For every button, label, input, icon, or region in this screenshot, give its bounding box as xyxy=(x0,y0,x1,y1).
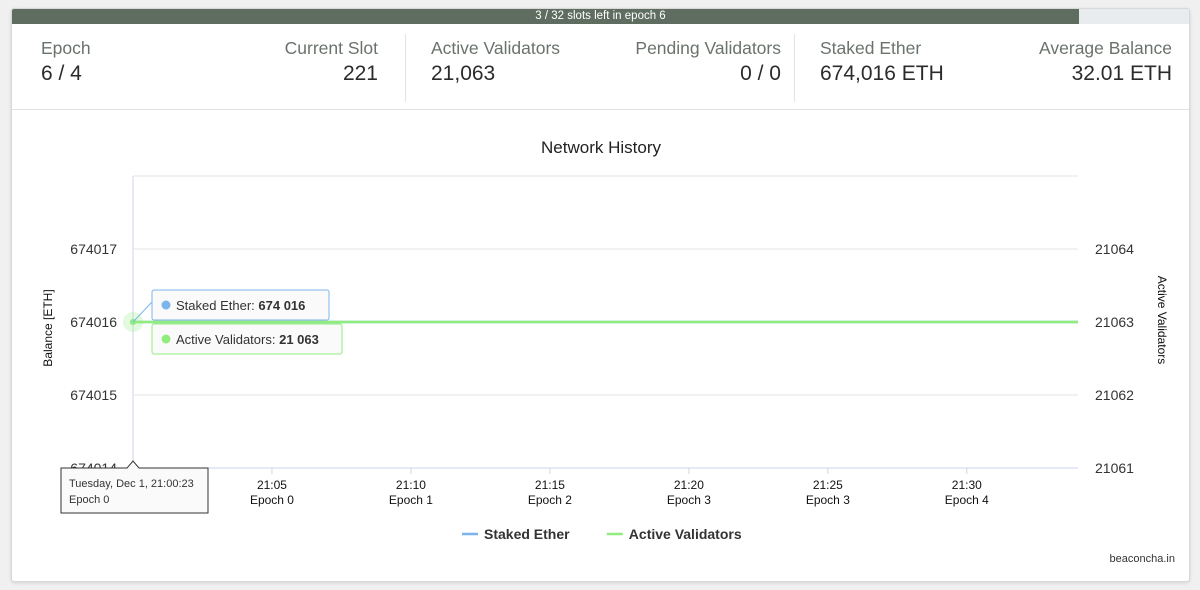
stat-active-validators: Active Validators 21,063 xyxy=(431,38,560,86)
chart-legend: Staked Ether Active Validators xyxy=(462,526,742,542)
stat-epoch-value: 6 / 4 xyxy=(41,62,82,85)
x-tick-epoch: Epoch 3 xyxy=(667,493,711,507)
stat-current-slot-value: 221 xyxy=(342,62,378,85)
y-tick-label-right: 21061 xyxy=(1095,460,1134,476)
tooltip-validators-box: Active Validators: 21 063 xyxy=(151,323,343,355)
y-tick-label-left: 674017 xyxy=(70,241,117,257)
stat-epoch: Epoch 6 / 4 xyxy=(41,38,91,86)
tooltip-staked-marker xyxy=(161,300,171,310)
stat-pending-validators-label: Pending Validators xyxy=(635,38,781,58)
stat-group-ether: Staked Ether 674,016 ETH Average Balance… xyxy=(794,34,1189,102)
chart-tooltip: Staked Ether: 674 016 Active Validators:… xyxy=(60,289,343,514)
network-history-chart: Network History 674014674015674016674017… xyxy=(12,110,1190,582)
stat-pending-validators-value: 0 / 0 xyxy=(740,62,781,85)
stat-current-slot: Current Slot 221 xyxy=(285,38,378,86)
x-tick-time: 21:25 xyxy=(813,478,843,492)
epoch-progress-label: 3 / 32 slots left in epoch 6 xyxy=(535,10,666,22)
tooltip-validators-marker xyxy=(161,334,171,344)
legend-item-active-validators[interactable]: Active Validators xyxy=(629,526,742,542)
x-tick-time: 21:20 xyxy=(674,478,704,492)
legend-item-staked-ether[interactable]: Staked Ether xyxy=(484,526,570,542)
y-tick-label-left: 674015 xyxy=(70,387,117,403)
epoch-progress-bar: 3 / 32 slots left in epoch 6 xyxy=(12,9,1189,24)
stat-pending-validators: Pending Validators 0 / 0 xyxy=(635,38,781,86)
x-tick-time: 21:10 xyxy=(396,478,426,492)
stat-average-balance-label: Average Balance xyxy=(1039,38,1172,58)
chart-title: Network History xyxy=(541,138,661,157)
x-tick-time: 21:15 xyxy=(535,478,565,492)
x-tick-epoch: Epoch 4 xyxy=(945,493,989,507)
y-axis-label-left: Balance [ETH] xyxy=(41,289,55,366)
y-tick-label-right: 21062 xyxy=(1095,387,1134,403)
x-tick-epoch: Epoch 2 xyxy=(528,493,572,507)
tooltip-epoch: Epoch 0 xyxy=(69,494,109,506)
tooltip-staked-box: Staked Ether: 674 016 xyxy=(151,289,330,321)
svg-text:Active Validators: 21 063: Active Validators: 21 063 xyxy=(176,332,319,347)
tooltip-date: Tuesday, Dec 1, 21:00:23 xyxy=(69,478,194,490)
x-tick-epoch: Epoch 1 xyxy=(389,493,433,507)
tooltip-validators-label: Active Validators: xyxy=(176,332,279,347)
tooltip-validators-value: 21 063 xyxy=(279,332,319,347)
stat-active-validators-value: 21,063 xyxy=(431,62,496,85)
stat-staked-ether-label: Staked Ether xyxy=(820,38,922,58)
svg-text:Staked Ether: 674 016: Staked Ether: 674 016 xyxy=(176,298,305,313)
tooltip-date-box: Tuesday, Dec 1, 21:00:23 Epoch 0 xyxy=(60,460,209,514)
stat-staked-ether-value: 674,016 ETH xyxy=(820,62,944,85)
stat-group-validators: Active Validators 21,063 Pending Validat… xyxy=(405,34,794,102)
stat-average-balance-value: 32.01 ETH xyxy=(1071,62,1172,85)
x-tick-time: 21:30 xyxy=(952,478,982,492)
stat-staked-ether: Staked Ether 674,016 ETH xyxy=(820,38,944,86)
x-tick-time: 21:05 xyxy=(257,478,287,492)
tooltip-staked-label: Staked Ether: xyxy=(176,298,258,313)
stat-epoch-label: Epoch xyxy=(41,38,91,58)
x-tick-epoch: Epoch 0 xyxy=(250,493,294,507)
epoch-progress-fill xyxy=(12,9,1079,24)
stat-group-epoch: Epoch 6 / 4 Current Slot 221 xyxy=(12,34,405,102)
brand-credit[interactable]: beaconcha.in xyxy=(1109,553,1175,565)
y-tick-label-right: 21064 xyxy=(1095,241,1134,257)
y-tick-label-left: 674016 xyxy=(70,314,117,330)
y-tick-label-right: 21063 xyxy=(1095,314,1134,330)
stat-active-validators-label: Active Validators xyxy=(431,38,561,58)
network-stats: Epoch 6 / 4 Current Slot 221 Active Vali… xyxy=(12,24,1189,110)
stat-current-slot-label: Current Slot xyxy=(284,38,378,58)
tooltip-staked-value: 674 016 xyxy=(258,298,305,313)
dashboard-card: 3 / 32 slots left in epoch 6 Epoch 6 / 4… xyxy=(11,8,1190,582)
network-history-svg[interactable]: Network History 674014674015674016674017… xyxy=(12,110,1190,582)
x-tick-epoch: Epoch 3 xyxy=(806,493,850,507)
stat-average-balance: Average Balance 32.01 ETH xyxy=(1039,38,1172,86)
y-axis-label-right: Active Validators xyxy=(1155,276,1169,364)
